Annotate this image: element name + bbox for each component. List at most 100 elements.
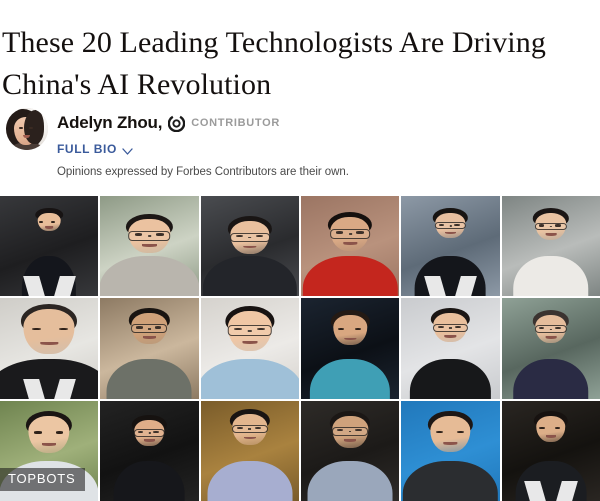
portrait-face [430,415,471,452]
portrait-torso [107,358,192,399]
portrait-glasses [131,324,168,334]
portrait-mouth [243,245,257,249]
portrait-glasses [534,325,567,334]
chevron-down-icon [122,144,133,155]
portrait-eye-left [234,328,243,331]
portrait-eye-right [456,430,464,434]
portrait-mouth [444,334,457,338]
portrait-eye-right [156,233,164,236]
grid-portrait-12 [501,298,600,399]
page-title: These 20 Leading Technologists Are Drivi… [2,26,546,102]
grid-portrait-9 [200,298,299,399]
portrait-eye-right [153,430,159,433]
portrait-eye-right [58,327,68,331]
portrait-torso [100,256,199,297]
portrait-eye-right [154,326,162,329]
portrait-eye-left [39,220,44,223]
author-name[interactable]: Adelyn Zhou, [57,113,163,132]
portrait-eye-right [555,224,561,227]
portrait-mouth [545,336,557,339]
avatar-shoulders [8,142,46,150]
portrait-eye-left [137,430,144,433]
portrait-torso [513,256,589,297]
portrait-mouth [144,439,155,442]
portrait-torso [410,358,491,399]
portrait-photo-grid: TOPBOTS [0,196,600,501]
portrait-glasses [433,323,468,332]
grid-portrait-14 [100,400,199,501]
portrait-mouth [40,342,58,345]
grid-portrait-10 [301,298,400,399]
portrait-eye-left [134,233,143,236]
grid-portrait-5 [401,196,500,297]
portrait-torso [200,358,299,399]
portrait-eye-left [337,328,344,331]
byline: Adelyn Zhou, CONTRIBUTOR FULL BIO Opinio… [0,104,600,190]
full-bio-toggle[interactable]: FULL BIO [57,140,133,158]
portrait-face [37,213,61,232]
portrait-mouth [42,443,57,446]
grid-portrait-3 [200,196,299,297]
portrait-eye-left [436,430,444,434]
portrait-glasses [128,231,171,241]
portrait-mouth [45,226,53,229]
portrait-glasses [330,229,371,239]
portrait-eye-left [438,223,445,226]
portrait-torso [403,460,498,501]
portrait-eye-right [355,429,362,432]
avatar-eye-left [19,127,23,129]
portrait-glasses [435,221,466,230]
portrait-face [28,415,70,453]
avatar-hair-side [24,110,44,144]
portrait-eye-right [555,327,561,330]
portrait-eye-right [55,431,64,434]
author-line: Adelyn Zhou, CONTRIBUTOR [57,112,280,134]
portrait-eye-left [136,326,143,329]
avatar-eye-right [29,127,33,129]
portrait-mouth [143,336,156,339]
portrait-eye-right [554,426,560,429]
portrait-eye-right [454,223,460,226]
portrait-torso [310,358,391,399]
portrait-eye-right [256,234,264,238]
portrait-eye-left [539,426,545,429]
avatar-mouth [23,135,30,138]
portrait-eye-right [354,328,361,331]
portrait-glasses [534,222,567,231]
grid-portrait-18 [501,400,600,501]
portrait-torso [0,358,99,399]
portrait-mouth [142,244,157,247]
grid-portrait-7 [0,298,99,399]
portrait-glasses [332,426,369,436]
full-bio-label: FULL BIO [57,142,117,156]
portrait-mouth [545,435,556,438]
portrait-eye-left [538,327,545,330]
portrait-eye-left [336,231,344,234]
portrait-mouth [242,341,258,344]
topbots-watermark: TOPBOTS [0,467,86,491]
contributor-label: CONTRIBUTOR [191,117,281,129]
grid-portrait-11 [401,298,500,399]
portrait-eye-left [437,325,444,328]
grid-portrait-15 [200,400,299,501]
portrait-eye-right [51,220,56,223]
portrait-mouth [344,337,356,341]
portrait-torso [207,460,293,501]
portrait-glasses [231,424,268,434]
portrait-torso [513,358,589,399]
portrait-mouth [243,436,256,440]
avatar[interactable] [6,108,48,150]
portrait-eye-right [255,426,262,429]
portrait-eye-left [31,327,42,331]
portrait-eye-left [337,429,344,432]
portrait-torso [114,460,185,501]
portrait-torso [302,256,398,297]
portrait-glasses [227,325,273,337]
portrait-mouth [445,231,456,235]
grid-portrait-8 [100,298,199,399]
portrait-mouth [343,242,357,245]
portrait-mouth [545,233,557,236]
portrait-glasses [134,428,165,437]
grid-portrait-4 [301,196,400,297]
